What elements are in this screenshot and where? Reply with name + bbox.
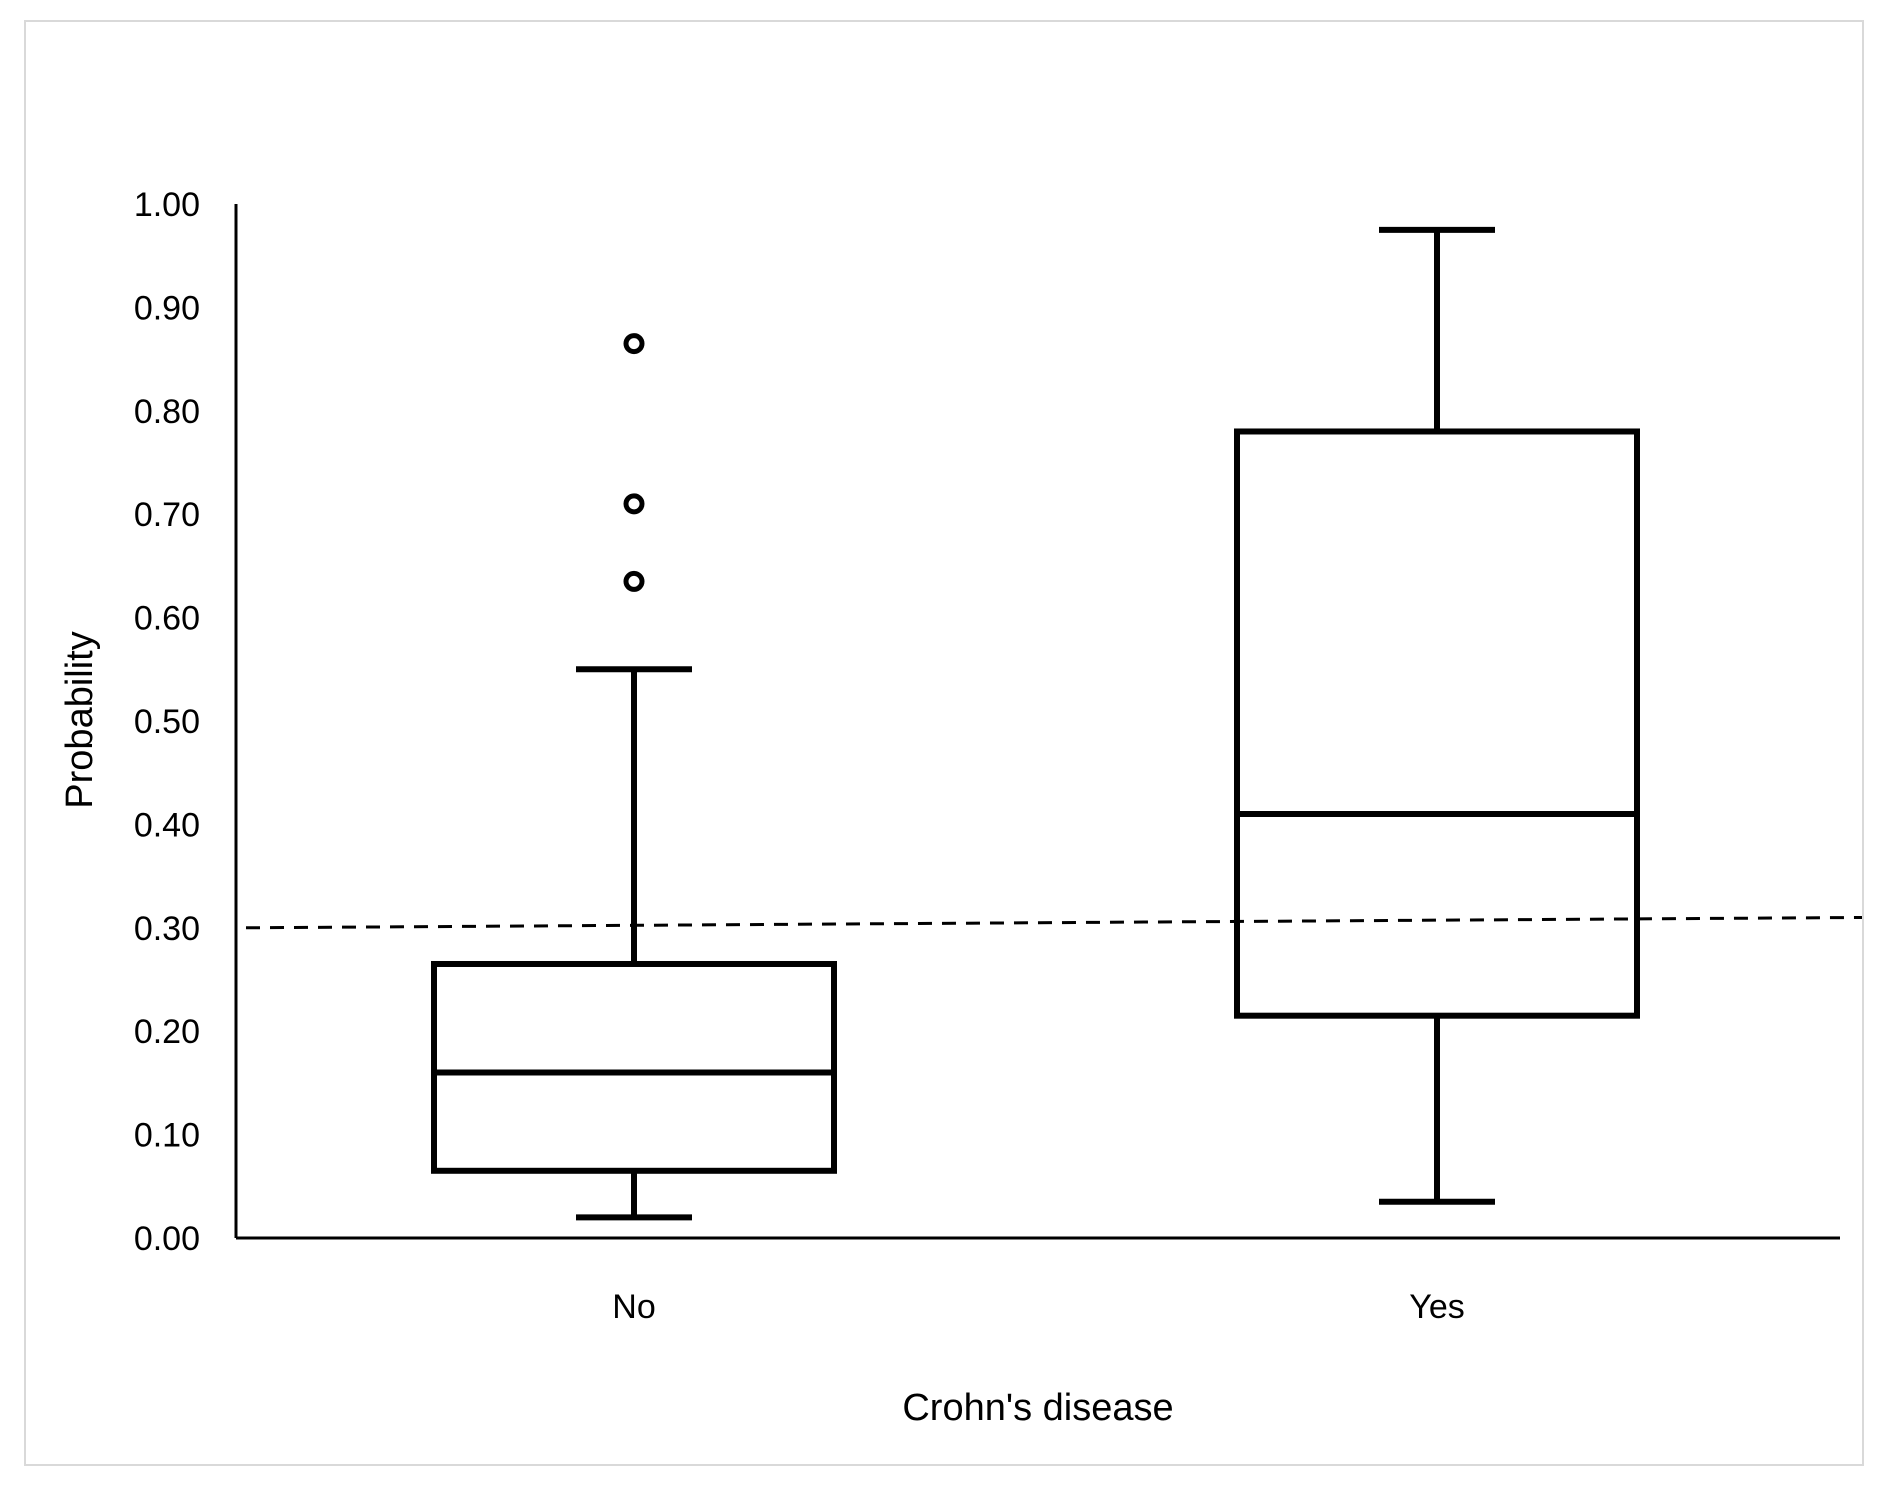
y-tick-label: 0.80	[134, 393, 200, 431]
outlier-point	[623, 493, 645, 515]
outlier-point	[623, 333, 645, 355]
y-tick-label: 0.70	[134, 496, 200, 534]
reference-line-group	[245, 915, 1863, 930]
y-tick-label: 0.40	[134, 806, 200, 844]
x-category-label: No	[612, 1288, 655, 1326]
y-tick-label: 0.90	[134, 289, 200, 327]
y-tick-label: 0.20	[134, 1013, 200, 1051]
y-tick-label: 0.10	[134, 1117, 200, 1155]
box-yes	[1234, 226, 1640, 1205]
x-category-label: Yes	[1409, 1288, 1464, 1326]
reference-line	[245, 915, 1863, 930]
y-axis-ticks: 0.00 0.10 0.20 0.30 0.40 0.50 0.60 0.70 0.80 0.90…	[134, 186, 200, 1258]
box-no	[431, 333, 837, 1221]
y-tick-label: 0.30	[134, 910, 200, 948]
boxes	[431, 226, 1640, 1221]
iqr-box	[431, 960, 837, 1174]
y-tick-label: 0.00	[134, 1220, 200, 1258]
y-axis-title: Probability	[59, 631, 101, 808]
iqr-box	[1234, 428, 1640, 1019]
y-tick-label: 1.00	[134, 186, 200, 224]
x-axis-title: Crohn's disease	[902, 1387, 1173, 1429]
x-axis-category-labels: No Yes	[612, 1288, 1464, 1326]
y-tick-label: 0.50	[134, 703, 200, 741]
y-tick-label: 0.60	[134, 600, 200, 638]
axes	[234, 204, 1840, 1240]
outlier-point	[623, 570, 645, 592]
